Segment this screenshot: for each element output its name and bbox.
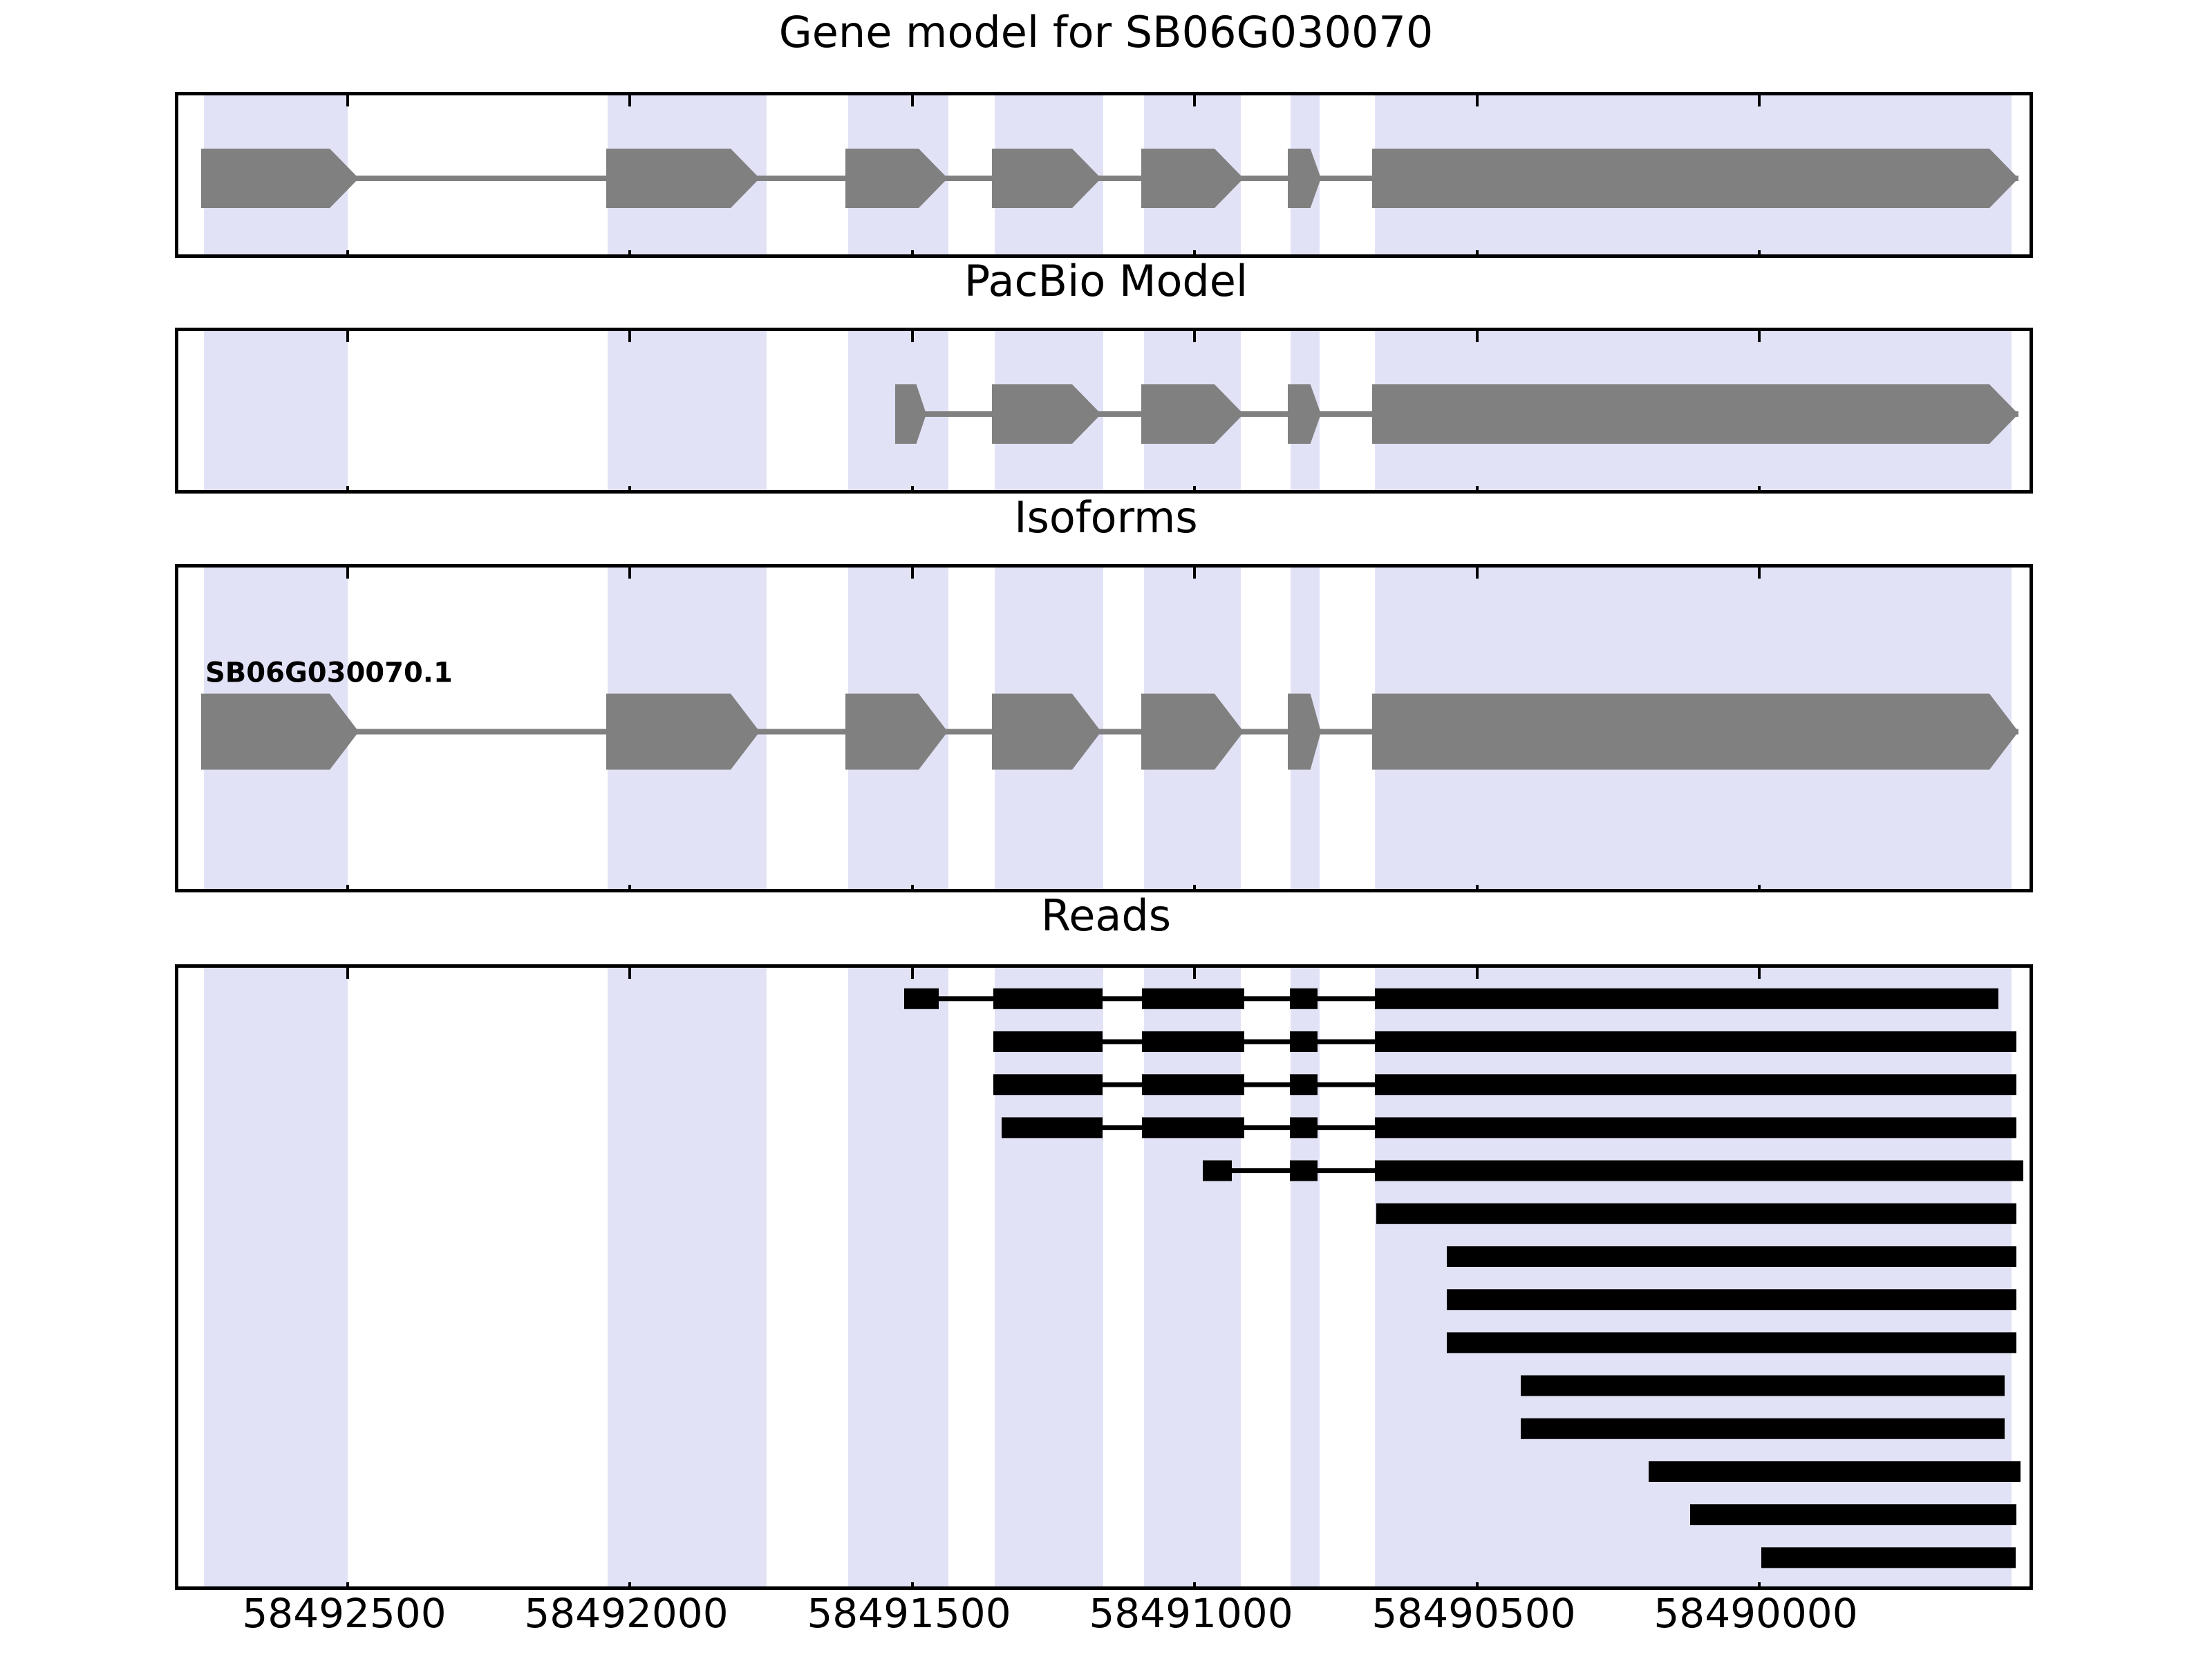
read-track[interactable] [1447, 1289, 2016, 1311]
pacbio-model-panel[interactable] [175, 328, 2033, 494]
read-track[interactable] [1690, 1504, 2016, 1526]
exon-highlight-band [1375, 968, 2012, 1586]
x-tick-label: 58491000 [1089, 1590, 1293, 1637]
read-block[interactable] [904, 988, 939, 1009]
x-tick-label: 58492000 [524, 1590, 729, 1637]
isoform-exon[interactable] [992, 693, 1101, 770]
read-block[interactable] [1203, 1160, 1232, 1181]
x-axis-tick-labels: 58492500 58492000 58491500 58491000 58490500… [0, 1590, 2212, 1652]
read-block[interactable] [993, 1031, 1103, 1052]
exon-highlight-band [608, 968, 767, 1586]
x-tick-label: 58490500 [1371, 1590, 1576, 1637]
read-block[interactable] [1761, 1547, 2016, 1568]
exon-highlight-band [1291, 968, 1320, 1586]
pacbio-model-exon[interactable] [1372, 384, 2018, 444]
read-block[interactable] [1649, 1461, 2021, 1482]
gene-model-exon[interactable] [1372, 149, 2018, 208]
isoform-exon[interactable] [1141, 693, 1244, 770]
x-tick-label: 58492500 [242, 1590, 447, 1637]
isoform-label: SB06G030070.1 [205, 657, 453, 689]
read-block[interactable] [1290, 1160, 1318, 1181]
exon-highlight-band [204, 968, 348, 1586]
read-block[interactable] [1375, 1160, 2023, 1181]
read-block[interactable] [1375, 1074, 2016, 1096]
isoform-exon[interactable] [606, 693, 760, 770]
gene-model-exon[interactable] [845, 149, 948, 208]
isoforms-panel[interactable]: SB06G030070.1 [175, 564, 2033, 892]
isoform-exon[interactable] [1288, 693, 1321, 770]
read-block[interactable] [1375, 1117, 2016, 1138]
read-block[interactable] [1447, 1332, 2016, 1353]
pacbio-model-canvas [204, 331, 2018, 490]
read-track[interactable] [993, 1074, 2016, 1096]
read-block[interactable] [1142, 988, 1244, 1009]
gene-model-title: Gene model for SB06G030070 [778, 7, 1434, 57]
isoforms-title: Isoforms [1014, 492, 1198, 543]
isoform-exon[interactable] [845, 693, 948, 770]
read-track[interactable] [1447, 1332, 2016, 1353]
read-block[interactable] [1290, 1074, 1318, 1096]
read-block[interactable] [1142, 1074, 1244, 1096]
read-block[interactable] [1290, 1117, 1318, 1138]
read-block[interactable] [1142, 1117, 1244, 1138]
reads-title: Reads [1040, 890, 1172, 941]
exon-highlight-band [608, 331, 767, 490]
read-track[interactable] [993, 1031, 2016, 1052]
read-track[interactable] [904, 988, 1998, 1009]
read-track[interactable] [1203, 1160, 2023, 1181]
read-track[interactable] [1521, 1418, 2005, 1439]
read-block[interactable] [1142, 1031, 1244, 1052]
read-block[interactable] [1002, 1117, 1103, 1138]
read-track[interactable] [1376, 1203, 2016, 1224]
read-track[interactable] [1521, 1375, 2005, 1396]
read-track[interactable] [1447, 1246, 2016, 1267]
reads-panel[interactable] [175, 964, 2033, 1590]
read-block[interactable] [1376, 1203, 2016, 1224]
exon-highlight-band [204, 331, 348, 490]
read-block[interactable] [993, 1074, 1103, 1096]
gene-model-exon[interactable] [606, 149, 760, 208]
read-block[interactable] [1690, 1504, 2016, 1526]
read-block[interactable] [1375, 1031, 2016, 1052]
exon-highlight-band [848, 968, 948, 1586]
gene-model-exon[interactable] [1288, 149, 1321, 208]
read-block[interactable] [1290, 988, 1318, 1009]
read-block[interactable] [1290, 1031, 1318, 1052]
exon-highlight-band [995, 968, 1103, 1586]
read-block[interactable] [993, 988, 1103, 1009]
read-block[interactable] [1521, 1418, 2005, 1439]
exon-highlight-band [1144, 968, 1241, 1586]
read-block[interactable] [1447, 1289, 2016, 1311]
gene-model-intron-line [201, 176, 2018, 181]
gene-model-exon[interactable] [1141, 149, 1244, 208]
read-block[interactable] [1521, 1375, 2005, 1396]
read-track[interactable] [1761, 1547, 2016, 1568]
gene-model-canvas [201, 95, 2018, 254]
read-block[interactable] [1375, 988, 1998, 1009]
pacbio-model-exon[interactable] [1141, 384, 1244, 444]
read-block[interactable] [1447, 1246, 2016, 1267]
gene-model-exon[interactable] [992, 149, 1101, 208]
gene-model-exon[interactable] [201, 149, 359, 208]
reads-canvas [204, 968, 2023, 1586]
gene-model-panel[interactable] [175, 92, 2033, 258]
x-tick-label: 58490000 [1653, 1590, 1858, 1637]
pacbio-model-exon[interactable] [1288, 384, 1321, 444]
pacbio-model-exon[interactable] [895, 384, 926, 444]
read-track[interactable] [1649, 1461, 2021, 1482]
isoforms-canvas: SB06G030070.1 [201, 568, 2018, 889]
pacbio-model-title: PacBio Model [964, 256, 1248, 306]
x-tick-label: 58491500 [807, 1590, 1011, 1637]
pacbio-model-exon[interactable] [992, 384, 1101, 444]
isoform-exon[interactable] [201, 693, 359, 770]
isoform-intron-line [201, 729, 2018, 735]
isoform-exon[interactable] [1372, 693, 2018, 770]
read-track[interactable] [1002, 1117, 2016, 1138]
